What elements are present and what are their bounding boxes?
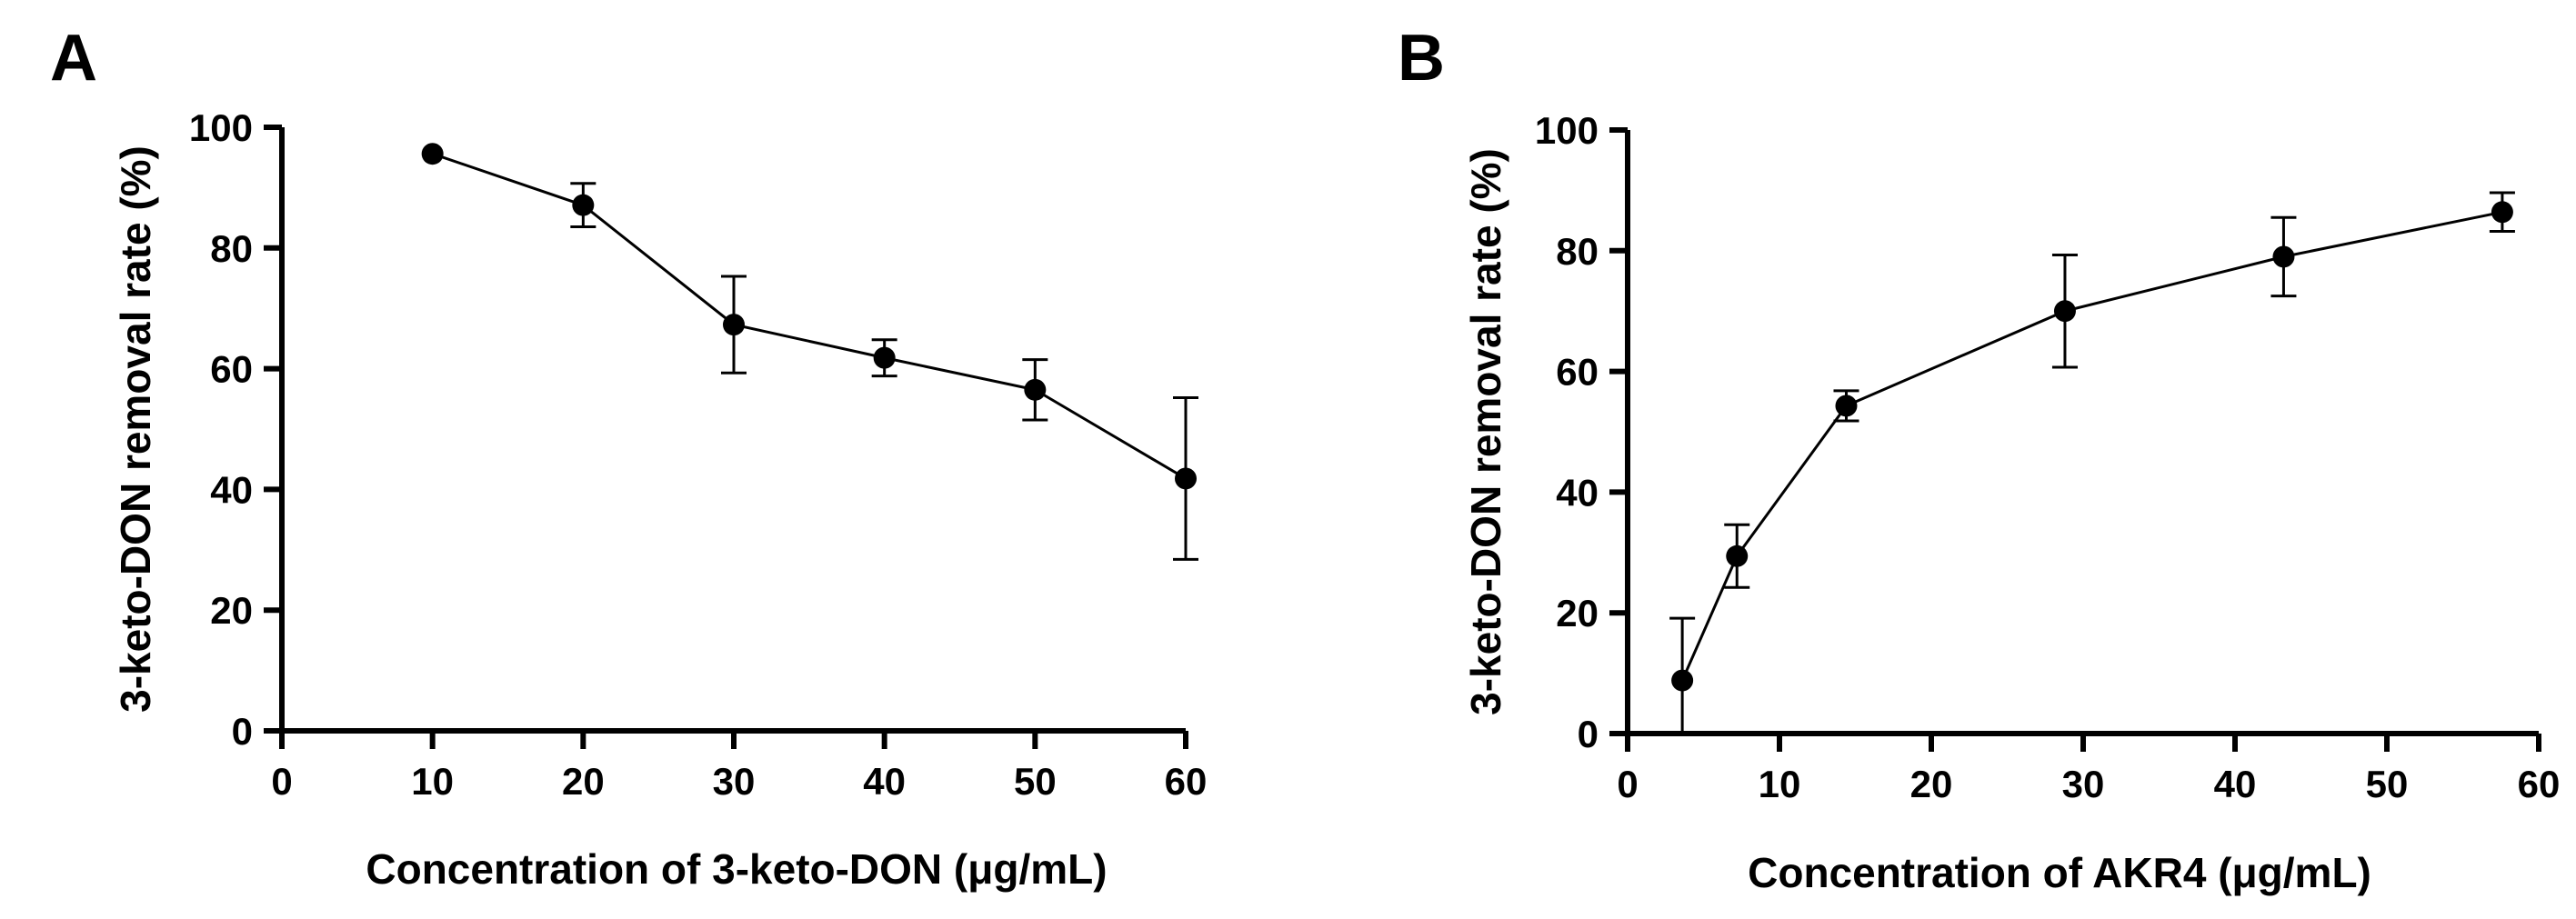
panel-b-y-tick-label-2: 40 [1556, 471, 1599, 514]
panel-a-data-point-0 [421, 143, 444, 165]
panel-b-x-axis-title: Concentration of AKR4 (μg/mL) [1748, 849, 2371, 896]
panel-b-data-point-2 [1835, 395, 1858, 417]
panel-a-y-tick-label-0: 0 [232, 710, 253, 753]
panel-a: A 0 10 20 30 40 50 60 0 20 40 60 80 100 Concentrati… [50, 22, 1207, 893]
panel-b-y-tick-label-5: 100 [1535, 109, 1599, 152]
panel-b-x-tick-label-5: 50 [2366, 763, 2409, 805]
panel-a-y-tick-label-1: 20 [210, 589, 253, 632]
panel-a-data-marks [421, 143, 1198, 561]
panel-b-y-tick-label-0: 0 [1578, 713, 1599, 755]
panel-b-x-ticks: 0 10 20 30 40 50 60 [1617, 734, 2560, 805]
panel-a-data-point-3 [873, 346, 896, 369]
panel-a-y-ticks: 0 20 40 60 80 100 [189, 106, 282, 753]
panel-b-y-tick-label-4: 80 [1556, 230, 1599, 273]
panel-b-data-point-1 [1726, 544, 1749, 567]
panel-b-x-tick-label-6: 60 [2518, 763, 2561, 805]
panel-a-data-point-5 [1175, 467, 1197, 490]
panel-a-data-point-2 [723, 314, 745, 336]
panel-b-y-tick-label-3: 60 [1556, 351, 1599, 394]
panel-a-x-tick-label-5: 50 [1014, 760, 1057, 803]
panel-a-x-tick-label-1: 10 [411, 760, 454, 803]
panel-b-y-axis-title: 3-keto-DON removal rate (%) [1462, 148, 1509, 715]
panel-a-y-axis-title: 3-keto-DON removal rate (%) [112, 145, 159, 713]
panel-b: B 0 10 20 30 40 50 60 0 20 40 60 80 100 Concentrati… [1398, 22, 2560, 896]
panel-b-data-point-3 [2053, 300, 2076, 323]
panel-a-y-tick-label-2: 40 [210, 468, 253, 511]
panel-b-data-marks [1669, 191, 2515, 734]
panel-a-y-tick-label-5: 100 [189, 106, 253, 149]
panel-b-x-tick-label-0: 0 [1617, 763, 1638, 805]
panel-b-x-tick-label-2: 20 [1910, 763, 1953, 805]
panel-b-x-tick-label-4: 40 [2214, 763, 2257, 805]
panel-a-x-tick-label-0: 0 [271, 760, 292, 803]
panel-a-y-tick-label-3: 60 [210, 348, 253, 391]
panel-b-series-line-0 [1680, 210, 2503, 682]
panel-a-series-line-0 [432, 152, 1187, 480]
panel-a-x-tick-label-2: 20 [562, 760, 605, 803]
panel-b-x-tick-label-3: 30 [2062, 763, 2105, 805]
panel-b-y-tick-label-1: 20 [1556, 592, 1599, 634]
panel-a-x-tick-label-4: 40 [863, 760, 906, 803]
panel-b-x-tick-label-1: 10 [1759, 763, 1801, 805]
panel-a-x-tick-label-3: 30 [713, 760, 756, 803]
panel-label-b: B [1398, 22, 1445, 95]
panel-a-x-tick-label-6: 60 [1165, 760, 1208, 803]
panel-a-x-axis-title: Concentration of 3-keto-DON (μg/mL) [366, 845, 1107, 893]
panel-a-data-point-4 [1024, 378, 1047, 401]
panel-b-data-point-0 [1671, 669, 1694, 692]
panel-b-y-ticks: 0 20 40 60 80 100 [1535, 109, 1628, 755]
panel-a-y-tick-label-4: 80 [210, 227, 253, 270]
panel-label-a: A [50, 22, 97, 95]
panel-b-data-point-5 [2491, 201, 2513, 224]
panel-b-data-point-4 [2272, 245, 2295, 268]
panel-a-data-point-1 [572, 194, 595, 216]
panel-a-x-ticks: 0 10 20 30 40 50 60 [271, 731, 1207, 803]
